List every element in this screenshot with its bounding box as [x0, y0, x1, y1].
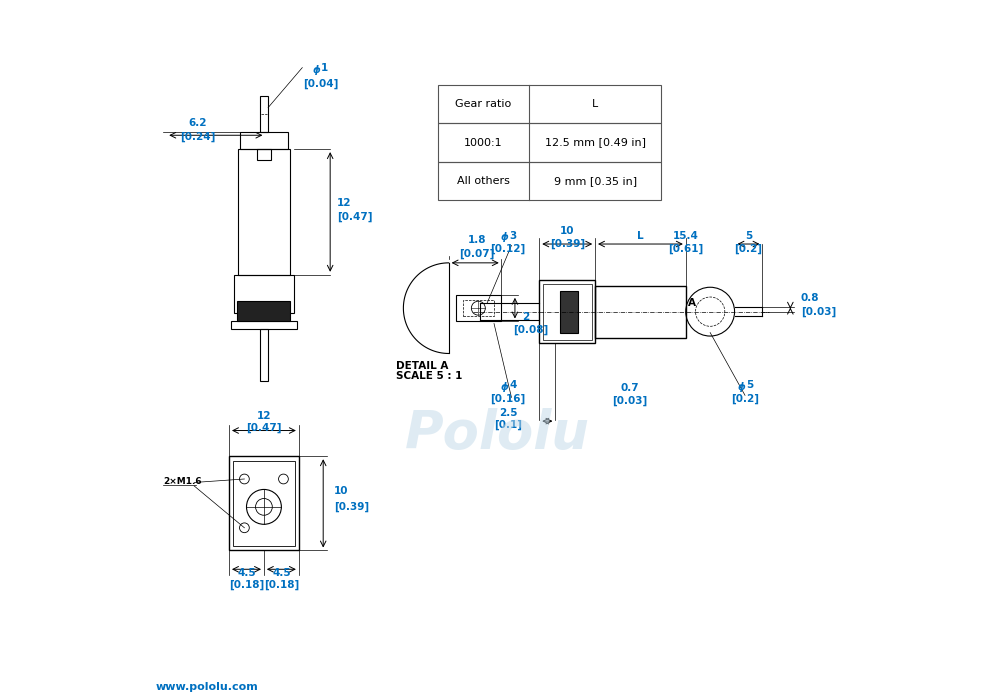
Text: 9 mm [0.35 in]: 9 mm [0.35 in]	[553, 176, 636, 186]
Bar	[455, 295, 501, 321]
Bar	[238, 301, 290, 321]
Text: www.pololu.com: www.pololu.com	[156, 682, 258, 692]
Text: 4.5: 4.5	[271, 568, 290, 578]
Text: L: L	[591, 99, 597, 109]
Bar	[259, 329, 267, 382]
Text: [0.16]: [0.16]	[490, 394, 525, 405]
Bar	[462, 300, 493, 316]
Text: 2×M1.6: 2×M1.6	[163, 477, 201, 486]
Text: DETAIL A: DETAIL A	[396, 361, 448, 371]
Text: 5: 5	[745, 230, 751, 241]
Text: 10: 10	[560, 226, 574, 237]
Text: 6.2: 6.2	[188, 118, 207, 128]
Text: [0.39]: [0.39]	[549, 239, 584, 249]
Bar	[594, 286, 685, 338]
Text: Gear ratio: Gear ratio	[455, 99, 511, 109]
Text: ϕ: ϕ	[500, 232, 508, 242]
Bar	[543, 284, 591, 340]
Bar	[437, 85, 661, 123]
Text: [0.03]: [0.03]	[800, 307, 835, 316]
Text: 4.5: 4.5	[237, 568, 255, 578]
Text: 2.5: 2.5	[498, 408, 517, 419]
Text: 5: 5	[746, 380, 752, 391]
Text: [0.2]: [0.2]	[731, 394, 758, 405]
Text: ϕ: ϕ	[312, 64, 320, 75]
Text: 2: 2	[522, 312, 529, 322]
Text: 0.7: 0.7	[620, 383, 638, 393]
Text: A: A	[687, 298, 695, 308]
Bar	[437, 123, 661, 162]
Bar	[256, 149, 270, 160]
Text: [0.39]: [0.39]	[333, 501, 369, 512]
Bar	[259, 95, 267, 132]
Text: 0.8: 0.8	[800, 293, 818, 302]
Bar	[229, 456, 298, 550]
Text: [0.61]: [0.61]	[667, 244, 703, 255]
Bar	[238, 149, 290, 274]
Text: 1.8: 1.8	[467, 235, 485, 246]
Bar	[539, 280, 594, 343]
Text: [0.24]: [0.24]	[180, 132, 215, 142]
Text: 12: 12	[256, 412, 271, 421]
Text: [0.18]: [0.18]	[229, 580, 263, 590]
Bar	[560, 290, 578, 332]
Bar	[437, 162, 661, 200]
Text: [0.12]: [0.12]	[490, 244, 525, 255]
Text: [0.2]: [0.2]	[734, 244, 761, 255]
Text: [0.07]: [0.07]	[458, 249, 494, 260]
Text: [0.08]: [0.08]	[512, 324, 548, 335]
Text: 1: 1	[321, 63, 328, 74]
Bar	[231, 321, 297, 329]
Text: All others: All others	[456, 176, 510, 186]
Text: [0.1]: [0.1]	[493, 420, 522, 430]
Bar	[234, 274, 293, 313]
Text: 15.4: 15.4	[672, 230, 698, 241]
Text: [0.47]: [0.47]	[246, 423, 281, 433]
Text: ϕ: ϕ	[737, 382, 745, 392]
Text: 10: 10	[333, 486, 348, 496]
Text: L: L	[636, 230, 643, 241]
Text: ϕ: ϕ	[500, 382, 508, 392]
Bar	[233, 461, 294, 546]
Text: [0.04]: [0.04]	[302, 78, 338, 88]
Text: SCALE 5 : 1: SCALE 5 : 1	[396, 372, 462, 382]
Text: [0.03]: [0.03]	[611, 395, 647, 406]
Text: 12.5 mm [0.49 in]: 12.5 mm [0.49 in]	[544, 138, 645, 148]
Text: 12: 12	[337, 199, 351, 209]
Text: 3: 3	[509, 230, 516, 241]
Text: 4: 4	[509, 380, 516, 391]
Text: [0.18]: [0.18]	[263, 580, 298, 590]
Text: Pololu: Pololu	[405, 407, 589, 460]
Text: 1000:1: 1000:1	[464, 138, 502, 148]
Text: [0.47]: [0.47]	[337, 212, 373, 223]
Bar	[240, 132, 288, 149]
